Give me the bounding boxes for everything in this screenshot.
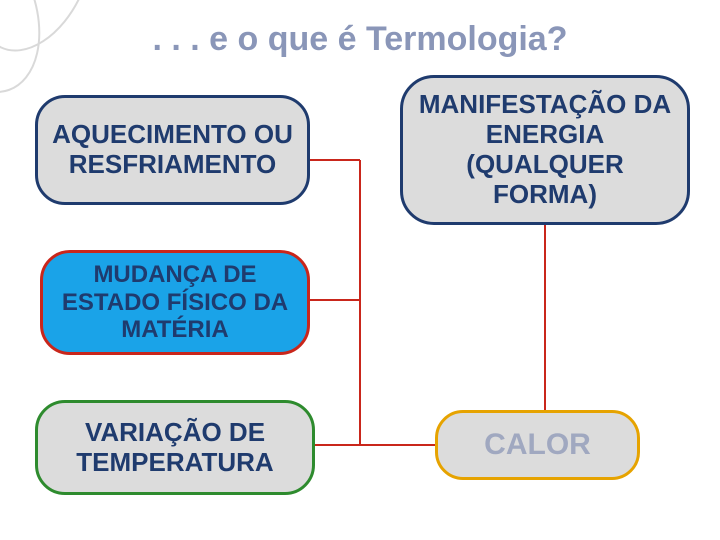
slide-stage: . . . e o que é Termologia? AQUECIMENTO …	[0, 0, 720, 540]
node-aquecimento-label: AQUECIMENTO OU RESFRIAMENTO	[48, 120, 297, 180]
node-calor: CALOR	[435, 410, 640, 480]
slide-title: . . . e o que é Termologia?	[0, 20, 720, 59]
node-variacao-label: VARIAÇÃO DE TEMPERATURA	[48, 418, 302, 478]
node-variacao: VARIAÇÃO DE TEMPERATURA	[35, 400, 315, 495]
node-calor-label: CALOR	[484, 428, 591, 463]
node-mudanca-label: MUDANÇA DE ESTADO FÍSICO DA MATÉRIA	[53, 261, 297, 344]
node-mudanca: MUDANÇA DE ESTADO FÍSICO DA MATÉRIA	[40, 250, 310, 355]
node-aquecimento: AQUECIMENTO OU RESFRIAMENTO	[35, 95, 310, 205]
node-manifestacao-label: MANIFESTAÇÃO DA ENERGIA (QUALQUER FORMA)	[413, 90, 677, 210]
node-manifestacao: MANIFESTAÇÃO DA ENERGIA (QUALQUER FORMA)	[400, 75, 690, 225]
